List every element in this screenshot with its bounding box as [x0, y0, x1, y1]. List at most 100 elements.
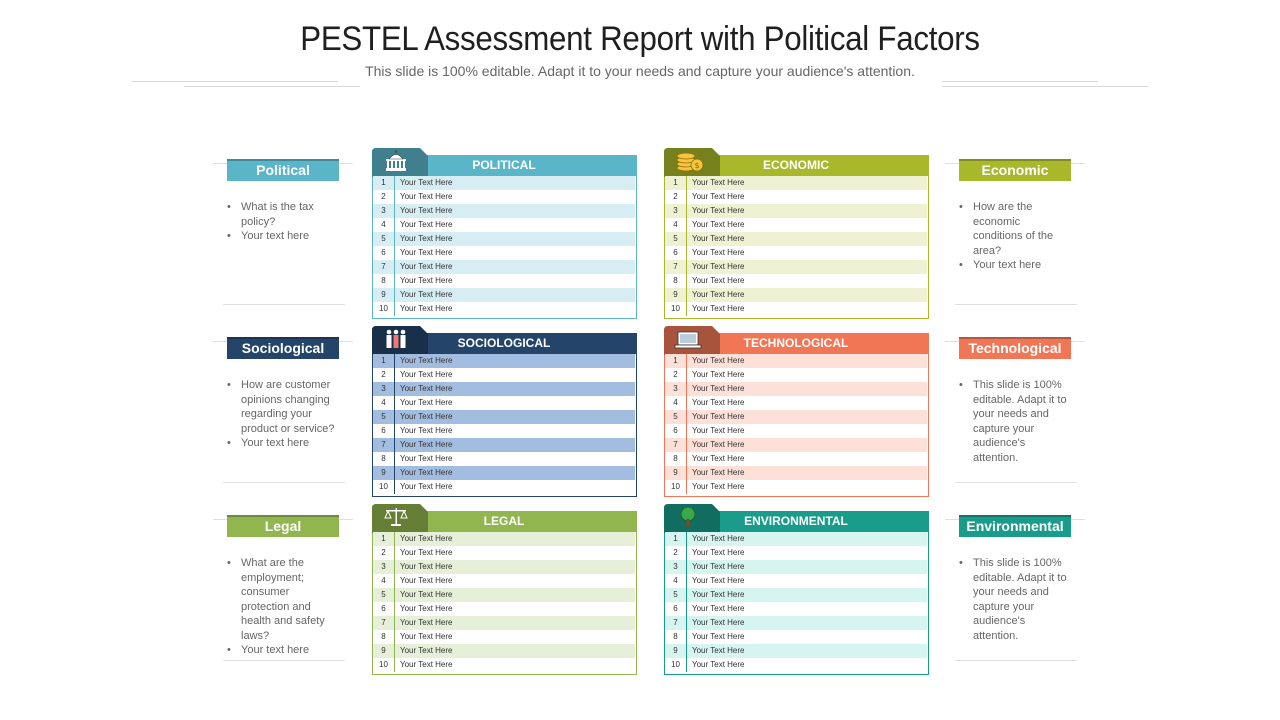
side-label-environmental: Environmental	[959, 515, 1071, 537]
side-bullet: How are the economic conditions of the a…	[959, 200, 1071, 258]
table-row: 10 Your Text Here	[373, 479, 635, 494]
row-text: Your Text Here	[400, 411, 453, 421]
row-number: 4	[373, 573, 395, 588]
table-row: 5 Your Text Here	[665, 587, 927, 602]
row-text: Your Text Here	[400, 369, 453, 379]
panel-header: ECONOMIC	[663, 154, 929, 176]
side-bullet: This slide is 100% editable. Adapt it to…	[959, 378, 1071, 465]
panel-rows: 1 Your Text Here 2 Your Text Here 3 Your Text…	[373, 175, 635, 316]
table-row: 10 Your Text Here	[665, 479, 927, 494]
side-label-technological: Technological	[959, 337, 1071, 359]
row-text: Your Text Here	[400, 645, 453, 655]
table-row: 9 Your Text Here	[373, 287, 635, 302]
coins-icon: $	[663, 148, 720, 177]
row-text: Your Text Here	[400, 547, 453, 557]
row-number: 3	[373, 381, 395, 396]
row-number: 3	[373, 559, 395, 574]
row-number: 8	[373, 629, 395, 644]
row-text: Your Text Here	[400, 575, 453, 585]
row-number: 10	[373, 479, 395, 494]
row-text: Your Text Here	[692, 533, 745, 543]
table-row: 2 Your Text Here	[373, 189, 635, 204]
panel-rows: 1 Your Text Here 2 Your Text Here 3 Your Text…	[373, 531, 635, 672]
panel-header: TECHNOLOGICAL	[663, 332, 929, 354]
table-row: 8 Your Text Here	[665, 273, 927, 288]
row-number: 3	[665, 381, 687, 396]
table-row: 4 Your Text Here	[665, 573, 927, 588]
table-row: 7 Your Text Here	[665, 259, 927, 274]
row-text: Your Text Here	[692, 645, 745, 655]
side-bullet: Your text here	[227, 643, 339, 658]
row-text: Your Text Here	[692, 561, 745, 571]
table-row: 8 Your Text Here	[373, 451, 635, 466]
row-number: 3	[665, 203, 687, 218]
row-number: 3	[373, 203, 395, 218]
row-text: Your Text Here	[692, 303, 745, 313]
title-rule-right-1	[942, 81, 1098, 82]
panel-title: TECHNOLOGICAL	[743, 335, 849, 350]
row-text: Your Text Here	[400, 453, 453, 463]
row-number: 1	[373, 531, 395, 546]
row-number: 8	[373, 273, 395, 288]
table-row: 2 Your Text Here	[665, 189, 927, 204]
panel-title: ECONOMIC	[763, 157, 829, 172]
table-row: 7 Your Text Here	[665, 437, 927, 452]
row-number: 1	[665, 353, 687, 368]
row-text: Your Text Here	[692, 547, 745, 557]
row-number: 5	[373, 409, 395, 424]
row-number: 1	[373, 353, 395, 368]
tree-icon	[663, 504, 720, 533]
row-number: 5	[665, 231, 687, 246]
row-text: Your Text Here	[400, 233, 453, 243]
panel-political: POLITICAL 1 Your Text Here 2 Your Text Here 3…	[371, 148, 637, 319]
table-row: 7 Your Text Here	[373, 437, 635, 452]
panel-legal: LEGAL 1 Your Text Here 2 Your Text Here 3 Your…	[371, 504, 637, 675]
row-number: 1	[665, 531, 687, 546]
row-number: 7	[373, 615, 395, 630]
title-rule-left-1	[132, 81, 338, 82]
svg-text:$: $	[694, 161, 699, 170]
side-bullet: Your text here	[959, 258, 1071, 273]
row-text: Your Text Here	[692, 617, 745, 627]
table-row: 8 Your Text Here	[665, 451, 927, 466]
table-row: 2 Your Text Here	[665, 367, 927, 382]
row-number: 10	[373, 301, 395, 316]
panel-title: LEGAL	[483, 513, 525, 528]
table-row: 7 Your Text Here	[665, 615, 927, 630]
row-text: Your Text Here	[692, 453, 745, 463]
table-row: 8 Your Text Here	[665, 629, 927, 644]
table-row: 4 Your Text Here	[373, 217, 635, 232]
row-number: 9	[373, 287, 395, 302]
table-row: 9 Your Text Here	[665, 643, 927, 658]
row-number: 2	[665, 367, 687, 382]
row-text: Your Text Here	[692, 247, 745, 257]
table-row: 7 Your Text Here	[373, 259, 635, 274]
table-row: 1 Your Text Here	[665, 531, 927, 546]
row-number: 5	[665, 587, 687, 602]
side-bullet: This slide is 100% editable. Adapt it to…	[959, 556, 1071, 643]
row-text: Your Text Here	[692, 575, 745, 585]
panel-sociological: SOCIOLOGICAL 1 Your Text Here 2 Your Text He…	[371, 326, 637, 497]
row-number: 10	[665, 479, 687, 494]
row-number: 9	[373, 465, 395, 480]
table-row: 2 Your Text Here	[665, 545, 927, 560]
table-row: 4 Your Text Here	[373, 573, 635, 588]
panel-header: SOCIOLOGICAL	[371, 332, 637, 354]
table-row: 3 Your Text Here	[373, 559, 635, 574]
row-text: Your Text Here	[400, 425, 453, 435]
row-number: 7	[373, 437, 395, 452]
row-number: 9	[665, 287, 687, 302]
scales-icon	[371, 504, 428, 533]
panel-header: POLITICAL	[371, 154, 637, 176]
panel-rows: 1 Your Text Here 2 Your Text Here 3 Your Text…	[665, 531, 927, 672]
row-text: Your Text Here	[692, 603, 745, 613]
table-row: 3 Your Text Here	[665, 381, 927, 396]
row-number: 4	[665, 217, 687, 232]
row-number: 7	[665, 259, 687, 274]
row-text: Your Text Here	[400, 219, 453, 229]
row-text: Your Text Here	[400, 289, 453, 299]
row-number: 7	[373, 259, 395, 274]
side-divider	[955, 304, 1077, 305]
row-number: 6	[665, 423, 687, 438]
row-text: Your Text Here	[400, 603, 453, 613]
